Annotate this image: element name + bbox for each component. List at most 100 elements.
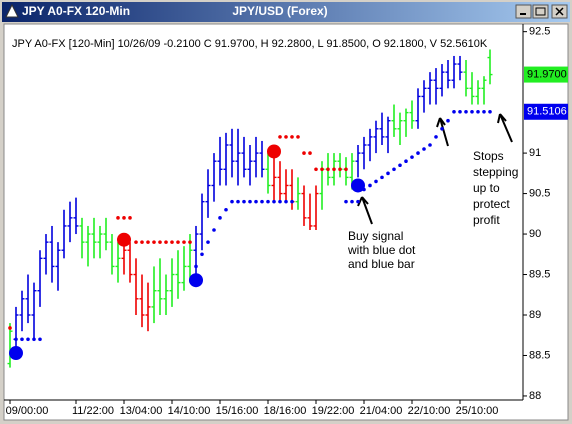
window-buttons: [515, 4, 568, 19]
annotation: with blue dot: [347, 243, 416, 257]
stop-dot: [278, 135, 282, 139]
annotation-arrows: [357, 113, 513, 225]
arrow: [497, 113, 513, 143]
stop-dot: [14, 337, 18, 342]
stop-dot: [404, 159, 408, 163]
y-tick-label: 88.5: [529, 349, 550, 361]
annotation: profit: [473, 213, 500, 227]
stop-dot: [344, 199, 348, 204]
stop-dot: [278, 199, 282, 204]
stop-dot: [116, 216, 120, 220]
stop-dot: [32, 337, 36, 342]
stop-dot: [422, 147, 426, 151]
arrow: [357, 196, 373, 225]
maximize-icon: [535, 7, 546, 16]
signal-dot: [189, 273, 203, 288]
stop-dot: [164, 240, 168, 244]
stop-dot: [242, 199, 246, 204]
annotation: Buy signal: [348, 229, 403, 243]
stop-dot: [260, 199, 264, 204]
stop-dot: [470, 109, 474, 114]
y-tick-label: 91: [529, 147, 541, 159]
minimize-button[interactable]: [515, 4, 532, 19]
stop-dot: [140, 240, 144, 244]
x-tick-label: 09/00:00: [6, 405, 49, 417]
stop-dot: [194, 264, 198, 269]
stop-dot: [440, 127, 444, 131]
stop-dot: [248, 199, 252, 204]
y-tick-label: 90.5: [529, 187, 550, 199]
stop-dot: [20, 337, 24, 342]
signal-dot: [351, 178, 365, 193]
stop-dot: [188, 240, 192, 244]
stop-dot: [206, 240, 210, 244]
stop-dot: [434, 135, 438, 139]
stop-dot: [122, 216, 126, 220]
close-icon: [555, 7, 564, 16]
y-tick-label: 92.5: [529, 26, 550, 38]
chart-area: [3, 23, 569, 421]
stop-dot: [308, 151, 312, 155]
y-tick-label: 88: [529, 390, 541, 402]
stop-dot: [344, 167, 348, 172]
x-tick-label: 21/04:00: [360, 405, 403, 417]
price-marker: [524, 66, 568, 83]
stop-dot: [356, 199, 360, 204]
signal-dot: [117, 232, 131, 247]
stop-dot: [182, 240, 186, 244]
stop-dot: [374, 179, 378, 184]
stop-dot: [200, 252, 204, 257]
stop-dot: [284, 135, 288, 139]
app-icon: [5, 3, 19, 18]
stop-dot: [392, 167, 396, 172]
x-tick-label: 15/16:00: [216, 405, 259, 417]
x-tick-label: 19/22:00: [312, 405, 355, 417]
stop-dot: [128, 216, 132, 220]
stop-dot: [170, 240, 174, 244]
price-marker-label: 91.5106: [527, 106, 567, 118]
stop-dot: [230, 199, 234, 204]
stop-dot: [398, 163, 402, 168]
x-tick-label: 18/16:00: [264, 405, 307, 417]
stop-dot: [272, 199, 276, 204]
signal-dot: [267, 144, 281, 159]
chart-subtitle: JPY A0-FX [120-Min] 10/26/09 -0.2100 C 9…: [12, 38, 488, 50]
stop-dot: [386, 171, 390, 176]
stop-dot: [254, 199, 258, 204]
stop-dot: [134, 240, 138, 244]
stop-dot: [290, 135, 294, 139]
x-tick-label: 25/10:00: [456, 405, 499, 417]
stop-dot: [458, 109, 462, 114]
window-title: JPY A0-FX 120-Min: [22, 4, 130, 18]
stop-dot: [212, 228, 216, 232]
stop-dot: [380, 175, 384, 180]
x-tick-label: 14/10:00: [168, 405, 211, 417]
stop-dot: [302, 151, 306, 155]
stop-dot: [350, 199, 354, 204]
stop-dot: [464, 109, 468, 114]
stop-dot: [296, 135, 300, 139]
annotation: and blue bar: [348, 257, 415, 271]
annotation: stepping: [473, 165, 518, 179]
stop-dot: [290, 199, 294, 204]
stop-dot: [338, 167, 342, 172]
arrow: [436, 117, 449, 147]
stop-dot: [446, 118, 450, 123]
stop-dot: [452, 109, 456, 114]
x-tick-label: 13/04:00: [120, 405, 163, 417]
stop-dot: [476, 109, 480, 114]
annotation: up to: [473, 181, 500, 195]
stop-dot: [236, 199, 240, 204]
stop-dot: [38, 337, 42, 342]
x-tick-label: 11/22:00: [72, 405, 114, 417]
price-marker-label: 91.9700: [527, 68, 567, 80]
stop-dot: [314, 167, 318, 172]
stop-dot: [428, 143, 432, 147]
x-tick-label: 22/10:00: [408, 405, 451, 417]
maximize-button[interactable]: [532, 4, 549, 19]
price-marker: [524, 103, 568, 120]
stop-dot: [176, 240, 180, 244]
stop-dot: [482, 109, 486, 114]
stop-dot: [416, 151, 420, 155]
